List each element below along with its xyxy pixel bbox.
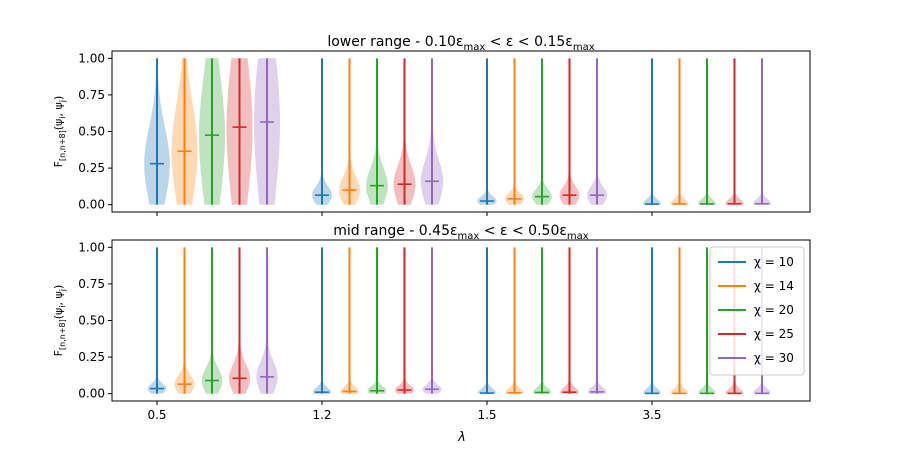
y-tick-label: 0.25: [78, 350, 105, 364]
panel-title: mid range - 0.45εmax < ε < 0.50εmax: [333, 223, 589, 242]
legend-box: [709, 246, 805, 376]
y-tick-label: 0.75: [78, 88, 105, 102]
panel-title: lower range - 0.10εmax < ε < 0.15εmax: [327, 34, 594, 53]
y-tick-label: 0.25: [78, 161, 105, 175]
y-tick-label: 0.50: [78, 314, 105, 328]
y-tick-label: 0.50: [78, 125, 105, 139]
legend-label: χ = 30: [754, 351, 794, 365]
bottom-panel: 0.00 0.25 0.50 0.75 1.00 0.5 1.2 1.5 3.5 mid rang…: [52, 223, 811, 422]
x-tick-label: 0.5: [147, 408, 166, 422]
x-axis-label: λ: [457, 430, 466, 445]
x-tick-label: 3.5: [642, 408, 661, 422]
y-axis-label: F[n,n+8](ψi, ψj): [52, 285, 67, 357]
legend-label: χ = 14: [754, 279, 794, 293]
y-tick-label: 0.00: [78, 387, 105, 401]
x-tick-label: 1.5: [477, 408, 496, 422]
legend-label: χ = 25: [754, 327, 794, 341]
y-tick-label: 0.00: [78, 198, 105, 212]
top-panel: 0.00 0.25 0.50 0.75 1.00 lower range - 0.10εm…: [52, 34, 811, 216]
y-tick-label: 0.75: [78, 277, 105, 291]
y-axis-label: F[n,n+8](ψi, ψj): [52, 96, 67, 168]
y-tick-label: 1.00: [78, 51, 105, 65]
y-tick-label: 1.00: [78, 240, 105, 254]
legend-label: χ = 20: [754, 303, 794, 317]
legend: χ = 10 χ = 14 χ = 20 χ = 25 χ = 30: [709, 246, 805, 376]
x-tick-label: 1.2: [312, 408, 331, 422]
legend-label: χ = 10: [754, 255, 794, 269]
